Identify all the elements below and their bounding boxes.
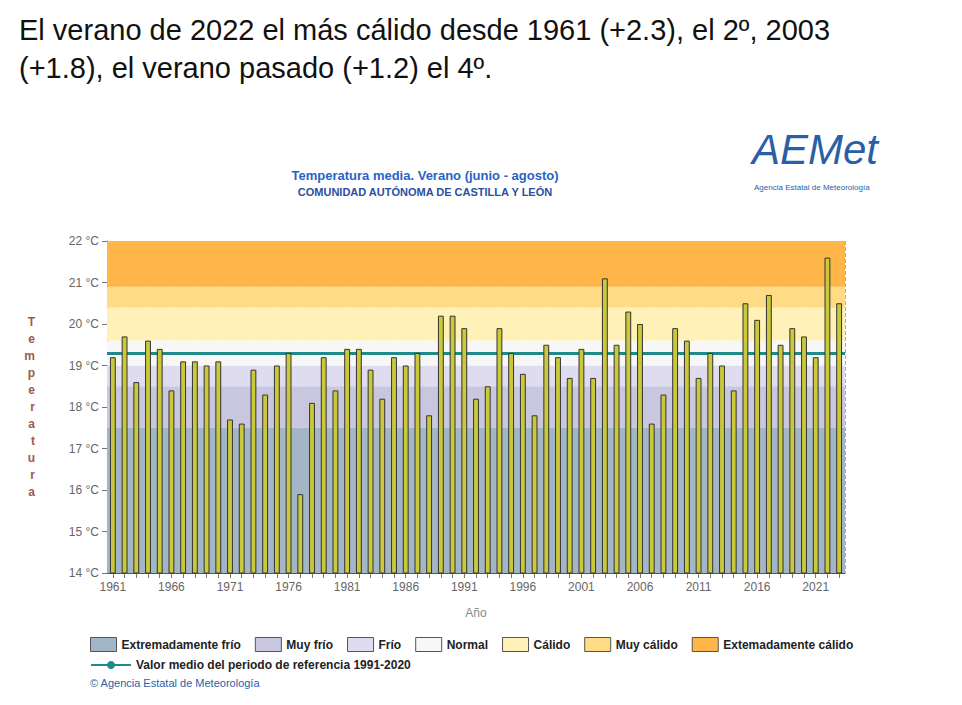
svg-text:1996: 1996	[510, 580, 537, 594]
svg-text:1986: 1986	[392, 580, 419, 594]
svg-text:a: a	[28, 417, 35, 431]
svg-text:T: T	[28, 315, 36, 329]
svg-text:1976: 1976	[275, 580, 302, 594]
svg-text:Extremadamente frío: Extremadamente frío	[122, 638, 241, 652]
svg-text:e: e	[28, 332, 35, 346]
svg-text:2001: 2001	[568, 580, 595, 594]
svg-text:Cálido: Cálido	[534, 638, 571, 652]
svg-text:2006: 2006	[627, 580, 654, 594]
svg-text:Muy frío: Muy frío	[286, 638, 333, 652]
svg-text:Muy cálido: Muy cálido	[616, 638, 678, 652]
svg-text:Año: Año	[465, 606, 487, 620]
svg-text:m: m	[24, 349, 35, 363]
svg-text:14 °C: 14 °C	[69, 566, 99, 580]
svg-text:2021: 2021	[802, 580, 829, 594]
svg-text:r: r	[30, 468, 35, 482]
svg-text:Frío: Frío	[379, 638, 402, 652]
svg-text:2016: 2016	[744, 580, 771, 594]
svg-text:21 °C: 21 °C	[69, 276, 99, 290]
svg-text:El verano de 2022 el más cálid: El verano de 2022 el más cálido desde 19…	[19, 14, 838, 46]
svg-text:15 °C: 15 °C	[69, 525, 99, 539]
svg-text:1961: 1961	[100, 580, 127, 594]
svg-text:(+1.8), el verano pasado (+1.2: (+1.8), el verano pasado (+1.2) el 4º.	[19, 52, 492, 84]
svg-text:t: t	[31, 434, 35, 448]
svg-text:1966: 1966	[158, 580, 185, 594]
svg-text:19 °C: 19 °C	[69, 359, 99, 373]
svg-text:2011: 2011	[686, 580, 712, 594]
svg-text:17 °C: 17 °C	[69, 442, 99, 456]
svg-text:1971: 1971	[217, 580, 244, 594]
svg-text:r: r	[30, 400, 35, 414]
svg-text:Normal: Normal	[447, 638, 488, 652]
svg-text:Temperatura media. Verano (jun: Temperatura media. Verano (junio - agost…	[291, 168, 558, 183]
svg-text:AEMet: AEMet	[749, 126, 880, 173]
svg-text:© Agencia Estatal de Meteorolo: © Agencia Estatal de Meteorología	[90, 677, 260, 689]
svg-text:Extemadamente cálido: Extemadamente cálido	[723, 638, 853, 652]
svg-text:1991: 1991	[451, 580, 478, 594]
svg-text:e: e	[28, 383, 35, 397]
svg-text:Valor medio del periodo de ref: Valor medio del periodo de referencia 19…	[136, 658, 411, 672]
svg-text:COMUNIDAD AUTÓNOMA DE CASTILLA: COMUNIDAD AUTÓNOMA DE CASTILLA Y LEÓN	[298, 186, 552, 198]
svg-text:20 °C: 20 °C	[69, 317, 99, 331]
svg-text:p: p	[28, 366, 35, 380]
svg-text:22 °C: 22 °C	[69, 234, 99, 248]
svg-text:u: u	[28, 451, 35, 465]
svg-text:16 °C: 16 °C	[69, 483, 99, 497]
svg-text:Agencia Estatal de Meteorologí: Agencia Estatal de Meteorología	[754, 183, 870, 192]
svg-text:1981: 1981	[334, 580, 361, 594]
svg-text:18 °C: 18 °C	[69, 400, 99, 414]
svg-text:a: a	[28, 485, 35, 499]
